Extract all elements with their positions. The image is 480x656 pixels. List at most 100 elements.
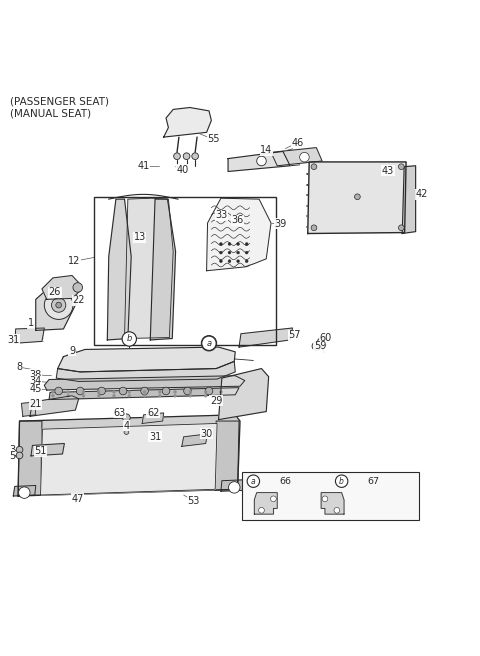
Polygon shape [215, 421, 239, 490]
Circle shape [122, 332, 136, 346]
Polygon shape [49, 388, 239, 400]
Polygon shape [56, 361, 235, 381]
Circle shape [247, 475, 260, 487]
Circle shape [174, 394, 177, 397]
Circle shape [19, 487, 30, 499]
Circle shape [205, 387, 213, 395]
Text: 9: 9 [69, 346, 75, 356]
Text: 8: 8 [16, 362, 23, 372]
Text: 34: 34 [30, 377, 42, 386]
Text: 39: 39 [275, 219, 287, 229]
Bar [95, 197, 276, 344]
Text: b: b [339, 477, 344, 485]
Circle shape [228, 260, 231, 262]
Circle shape [113, 390, 116, 394]
Text: 47: 47 [72, 494, 84, 504]
Circle shape [219, 251, 222, 254]
Circle shape [245, 251, 248, 254]
Circle shape [398, 164, 404, 169]
Circle shape [259, 508, 264, 513]
Circle shape [355, 194, 360, 199]
Text: 40: 40 [177, 165, 189, 174]
Text: 59: 59 [314, 341, 326, 351]
Polygon shape [13, 485, 36, 496]
Text: 41: 41 [137, 161, 150, 171]
Text: 12: 12 [68, 256, 81, 266]
Text: a: a [251, 477, 256, 485]
Circle shape [245, 260, 248, 262]
Polygon shape [206, 198, 271, 271]
Text: 13: 13 [133, 232, 146, 242]
Circle shape [73, 283, 83, 292]
Circle shape [201, 336, 216, 351]
Bar [242, 472, 419, 520]
Text: 63: 63 [114, 408, 126, 418]
Text: 29: 29 [210, 396, 222, 405]
Circle shape [317, 338, 327, 347]
Polygon shape [218, 369, 269, 420]
Circle shape [122, 333, 136, 346]
Circle shape [311, 164, 317, 169]
Circle shape [122, 414, 130, 422]
Circle shape [16, 446, 23, 453]
Circle shape [98, 387, 106, 395]
Circle shape [219, 394, 222, 397]
Circle shape [16, 452, 23, 459]
Text: 21: 21 [30, 400, 42, 409]
Polygon shape [124, 198, 173, 338]
Polygon shape [239, 328, 292, 347]
Circle shape [55, 387, 62, 395]
Circle shape [82, 394, 85, 397]
Text: 36: 36 [231, 215, 243, 225]
Circle shape [237, 243, 240, 245]
Circle shape [143, 394, 146, 397]
Polygon shape [271, 148, 322, 166]
Polygon shape [254, 493, 277, 514]
Text: 67: 67 [368, 477, 380, 485]
Text: 26: 26 [48, 287, 61, 297]
Circle shape [82, 390, 85, 394]
Polygon shape [58, 347, 235, 372]
Circle shape [76, 387, 84, 395]
Circle shape [158, 390, 161, 394]
Polygon shape [42, 276, 80, 299]
Circle shape [184, 387, 192, 395]
Text: 38: 38 [30, 370, 42, 380]
Circle shape [189, 390, 192, 394]
Circle shape [228, 243, 231, 245]
Polygon shape [402, 166, 416, 234]
Polygon shape [31, 443, 64, 456]
Text: a: a [206, 338, 212, 348]
Text: 14: 14 [260, 146, 272, 155]
Text: 1: 1 [28, 318, 34, 328]
Polygon shape [221, 480, 246, 491]
Polygon shape [108, 199, 131, 340]
Circle shape [189, 394, 192, 397]
Circle shape [44, 291, 73, 319]
Circle shape [204, 394, 207, 397]
Text: 42: 42 [415, 190, 428, 199]
Circle shape [237, 260, 240, 262]
Circle shape [312, 342, 321, 350]
Circle shape [204, 390, 207, 394]
Polygon shape [228, 152, 290, 171]
Polygon shape [18, 415, 240, 496]
Circle shape [322, 496, 328, 502]
Circle shape [97, 394, 100, 397]
Text: 51: 51 [35, 446, 47, 456]
Circle shape [311, 225, 317, 231]
Circle shape [128, 390, 131, 394]
Polygon shape [30, 396, 79, 417]
Polygon shape [142, 413, 164, 423]
Polygon shape [15, 328, 44, 343]
Polygon shape [18, 421, 42, 496]
Circle shape [300, 152, 309, 162]
Circle shape [119, 387, 127, 395]
Circle shape [271, 496, 276, 502]
Text: 45: 45 [30, 384, 42, 394]
Text: 53: 53 [187, 496, 199, 506]
Circle shape [51, 390, 54, 394]
Circle shape [51, 394, 54, 397]
Text: 33: 33 [216, 211, 228, 220]
Text: 43: 43 [382, 165, 394, 176]
